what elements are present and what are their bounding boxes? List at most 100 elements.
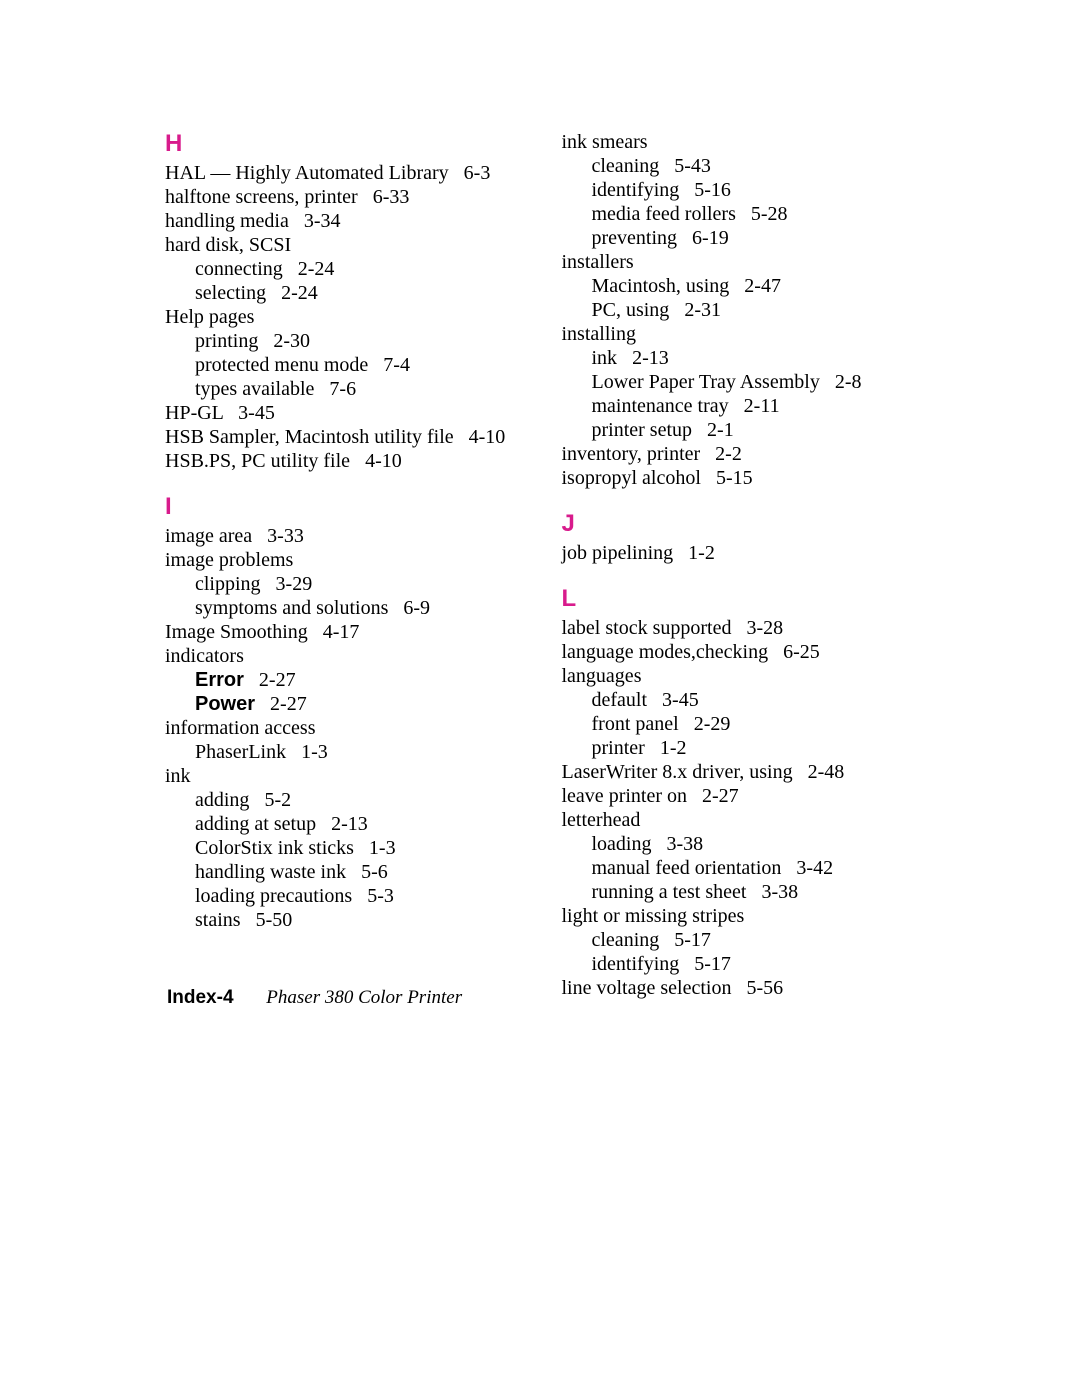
index-entry: symptoms and solutions 6-9	[165, 596, 524, 620]
index-page-ref: 5-2	[249, 789, 291, 811]
index-term: cleaning	[592, 929, 660, 951]
index-term: handling waste ink	[195, 861, 346, 883]
index-entry: light or missing stripes	[562, 904, 921, 928]
index-term: image problems	[165, 549, 293, 571]
index-page-ref: 2-11	[729, 395, 780, 417]
index-page-ref: 1-2	[673, 542, 715, 564]
right-column: ink smearscleaning 5-43identifying 5-16m…	[562, 130, 921, 1000]
index-page-ref: 5-15	[701, 467, 753, 489]
heading-j: J	[562, 510, 921, 539]
index-page-ref: 3-29	[261, 573, 313, 595]
index-term: printer setup	[592, 419, 693, 441]
index-term: clipping	[195, 573, 261, 595]
heading-i: I	[165, 493, 524, 522]
index-page-ref: 6-9	[388, 597, 430, 619]
index-page-ref: 2-13	[316, 813, 368, 835]
heading-h: H	[165, 130, 524, 159]
index-entry: Error 2-27	[165, 668, 524, 692]
index-page-ref: 3-45	[223, 402, 275, 424]
index-entry: languages	[562, 664, 921, 688]
index-entry: line voltage selection 5-56	[562, 976, 921, 1000]
index-term: protected menu mode	[195, 354, 368, 376]
index-page-ref: 5-3	[352, 885, 394, 907]
index-term: LaserWriter 8.x driver, using	[562, 761, 793, 783]
index-page-ref: 5-43	[659, 155, 711, 177]
index-entry: HSB Sampler, Macintosh utility file 4-10	[165, 425, 524, 449]
index-entry: installers	[562, 250, 921, 274]
index-entry: adding 5-2	[165, 788, 524, 812]
index-term: leave printer on	[562, 785, 688, 807]
index-page-ref: 2-27	[687, 785, 739, 807]
index-term: symptoms and solutions	[195, 597, 388, 619]
index-term: image area	[165, 525, 252, 547]
footer-page-number: Index-4	[167, 987, 234, 1008]
index-page-ref: 3-33	[252, 525, 304, 547]
index-entry: maintenance tray 2-11	[562, 394, 921, 418]
index-entry: letterhead	[562, 808, 921, 832]
index-entry: selecting 2-24	[165, 281, 524, 305]
index-term: installers	[562, 251, 634, 273]
index-page-ref: 4-10	[350, 450, 402, 472]
index-entry: information access	[165, 716, 524, 740]
section-i: image area 3-33image problemsclipping 3-…	[165, 524, 524, 932]
index-term: selecting	[195, 282, 266, 304]
left-column: H HAL — Highly Automated Library 6-3half…	[165, 130, 524, 1000]
index-page-ref: 2-47	[729, 275, 781, 297]
index-entry: language modes,checking 6-25	[562, 640, 921, 664]
index-page-ref: 6-25	[768, 641, 820, 663]
index-entry: stains 5-50	[165, 908, 524, 932]
index-term: ink	[592, 347, 618, 369]
index-page-ref: 5-17	[679, 953, 731, 975]
index-term: maintenance tray	[592, 395, 729, 417]
index-term: manual feed orientation	[592, 857, 782, 879]
index-term: Lower Paper Tray Assembly	[592, 371, 820, 393]
index-entry: handling waste ink 5-6	[165, 860, 524, 884]
index-entry: hard disk, SCSI	[165, 233, 524, 257]
index-page-ref: 7-4	[368, 354, 410, 376]
index-term: handling media	[165, 210, 289, 232]
index-term: letterhead	[562, 809, 641, 831]
index-term: printer	[592, 737, 645, 759]
index-entry: manual feed orientation 3-42	[562, 856, 921, 880]
index-page-ref: 5-6	[346, 861, 388, 883]
index-entry: default 3-45	[562, 688, 921, 712]
index-term: media feed rollers	[592, 203, 736, 225]
index-entry: printing 2-30	[165, 329, 524, 353]
index-page-ref: 7-6	[314, 378, 356, 400]
index-page-ref: 5-28	[736, 203, 788, 225]
index-entry: cleaning 5-17	[562, 928, 921, 952]
index-term: label stock supported	[562, 617, 732, 639]
index-page-ref: 6-33	[358, 186, 410, 208]
index-term: preventing	[592, 227, 678, 249]
index-entry: HSB.PS, PC utility file 4-10	[165, 449, 524, 473]
index-entry: media feed rollers 5-28	[562, 202, 921, 226]
index-term: line voltage selection	[562, 977, 732, 999]
index-term: Help pages	[165, 306, 254, 328]
index-page-ref: 3-38	[652, 833, 704, 855]
index-term: HAL — Highly Automated Library	[165, 162, 449, 184]
index-entry: halftone screens, printer 6-33	[165, 185, 524, 209]
index-page-ref: 2-13	[617, 347, 669, 369]
index-term: information access	[165, 717, 316, 739]
index-entry: ink 2-13	[562, 346, 921, 370]
section-l: label stock supported 3-28language modes…	[562, 616, 921, 1000]
index-term: ink smears	[562, 131, 648, 153]
index-entry: printer 1-2	[562, 736, 921, 760]
index-page-ref: 2-48	[793, 761, 845, 783]
index-page-ref: 1-3	[354, 837, 396, 859]
index-term: running a test sheet	[592, 881, 747, 903]
index-page-ref: 2-29	[679, 713, 731, 735]
index-page-ref: 1-3	[286, 741, 328, 763]
index-entry: preventing 6-19	[562, 226, 921, 250]
index-term: inventory, printer	[562, 443, 701, 465]
index-entry: identifying 5-17	[562, 952, 921, 976]
index-term: loading precautions	[195, 885, 352, 907]
index-entry: handling media 3-34	[165, 209, 524, 233]
index-entry: inventory, printer 2-2	[562, 442, 921, 466]
index-entry: adding at setup 2-13	[165, 812, 524, 836]
index-entry: HAL — Highly Automated Library 6-3	[165, 161, 524, 185]
section-h: HAL — Highly Automated Library 6-3halfto…	[165, 161, 524, 473]
index-entry: PC, using 2-31	[562, 298, 921, 322]
index-entry: Help pages	[165, 305, 524, 329]
index-entry: types available 7-6	[165, 377, 524, 401]
